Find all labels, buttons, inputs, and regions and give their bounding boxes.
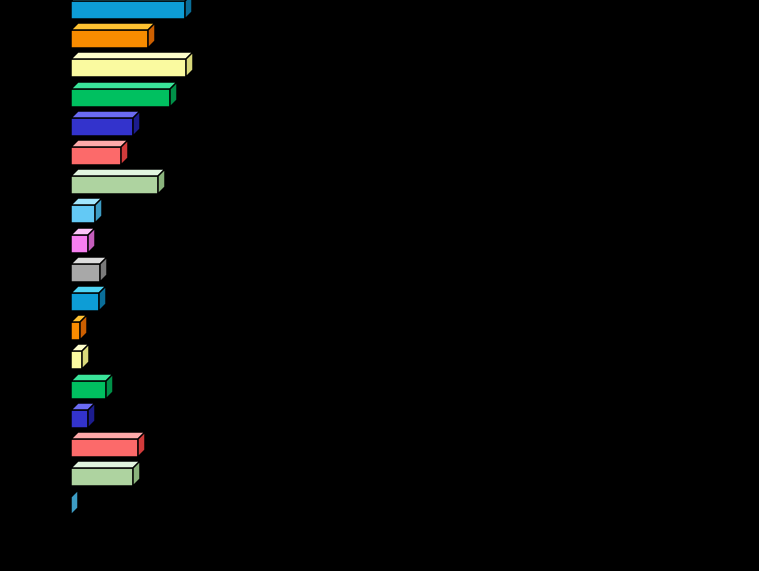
bar-row[interactable]: [0, 430, 149, 461]
bar-side-face: [94, 196, 103, 226]
bar-top-face: [69, 460, 142, 469]
bar-front-face: [70, 29, 149, 49]
bar-row[interactable]: [0, 50, 197, 81]
bar-side-face: [184, 0, 193, 21]
bar-front-face: [70, 438, 139, 458]
bar-row[interactable]: [0, 313, 91, 344]
bar-side-face: [137, 430, 146, 459]
bar-3d[interactable]: [0, 167, 169, 198]
bar-side-face: [120, 138, 129, 167]
bar-row[interactable]: [0, 0, 196, 23]
bar-row[interactable]: [0, 108, 144, 140]
bar-side-face: [81, 342, 90, 372]
bar-top-face: [69, 431, 147, 440]
bar-side-face: [87, 400, 96, 430]
bar-front-face: [70, 146, 122, 166]
bar-front-face: [70, 0, 186, 20]
bar-3d[interactable]: [0, 196, 106, 227]
bar-top-face: [69, 139, 130, 148]
bar-front-face: [70, 58, 187, 79]
bar-row[interactable]: [0, 284, 110, 315]
bar-row[interactable]: [0, 167, 169, 198]
bar-front-face: [70, 263, 101, 283]
bar-side-face: [98, 284, 107, 313]
bar-row[interactable]: [0, 196, 106, 227]
bar-front-face: [70, 204, 96, 225]
bar-3d[interactable]: [0, 108, 144, 140]
bar-front-face: [70, 87, 171, 108]
bar-row[interactable]: [0, 488, 82, 519]
bar-3d[interactable]: [0, 488, 82, 519]
bar-3d[interactable]: [0, 50, 197, 81]
bar-front-face: [70, 233, 89, 254]
bar-side-face: [157, 167, 166, 196]
bar-row[interactable]: [0, 79, 181, 111]
bar-row[interactable]: [0, 400, 99, 432]
bar-row[interactable]: [0, 459, 144, 490]
bar-front-face: [70, 409, 89, 429]
bar-side-face: [105, 371, 114, 401]
bar-top-face: [69, 51, 195, 61]
bar-3d[interactable]: [0, 225, 99, 257]
bar-3d[interactable]: [0, 0, 196, 23]
bar-3d[interactable]: [0, 400, 99, 432]
bar-3d[interactable]: [0, 430, 149, 461]
bar-row[interactable]: [0, 225, 99, 257]
bar-3d[interactable]: [0, 284, 110, 315]
bar-3d[interactable]: [0, 138, 132, 169]
bar-3d[interactable]: [0, 371, 117, 403]
bar-3d[interactable]: [0, 459, 144, 490]
bar-front-face: [70, 117, 134, 137]
bar-side-face: [70, 488, 79, 518]
bar-row[interactable]: [0, 138, 132, 169]
bar-3d[interactable]: [0, 79, 181, 111]
bar-row[interactable]: [0, 342, 93, 373]
bar-front-face: [70, 467, 134, 487]
bar-row[interactable]: [0, 254, 111, 286]
bar-side-face: [169, 79, 178, 109]
bar-front-face: [70, 292, 100, 312]
bar-front-face: [70, 379, 107, 400]
bar-side-face: [87, 225, 96, 255]
bar-side-face: [132, 459, 141, 488]
bar-side-face: [99, 254, 108, 284]
bar-top-face: [69, 0, 188, 2]
bar-row[interactable]: [0, 371, 117, 403]
bar-top-face: [69, 80, 179, 90]
bar-3d[interactable]: [0, 254, 111, 286]
bar-top-face: [69, 110, 142, 119]
bar-3d[interactable]: [0, 313, 91, 344]
bar-top-face: [69, 168, 167, 177]
bar-top-face: [69, 22, 157, 31]
bar-3d[interactable]: [0, 21, 159, 52]
bar-side-face: [147, 21, 156, 50]
bar-front-face: [70, 175, 159, 195]
bar-front-face: [70, 350, 83, 371]
bar-side-face: [132, 108, 141, 138]
bar-3d[interactable]: [0, 342, 93, 373]
bar-side-face: [79, 313, 88, 342]
bar-row[interactable]: [0, 21, 159, 52]
bar-side-face: [185, 50, 194, 80]
bar-front-face: [70, 321, 81, 341]
